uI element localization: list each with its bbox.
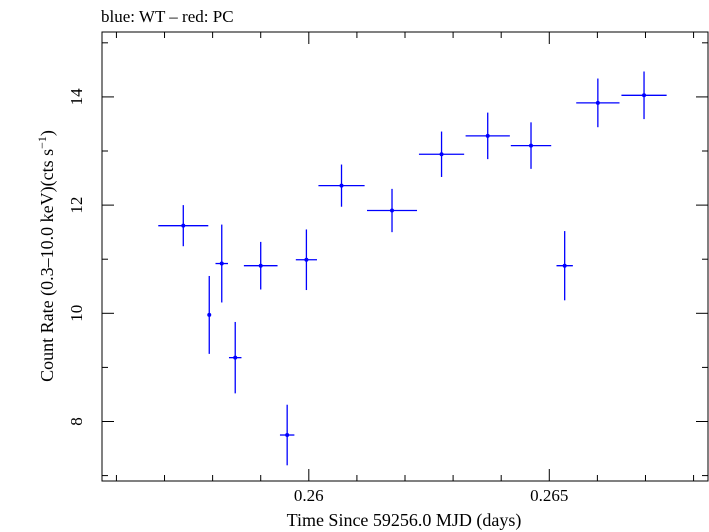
data-marker: [181, 223, 186, 228]
data-point-0-3: [228, 321, 242, 394]
data-marker: [233, 355, 238, 360]
x-axis-label: Time Since 59256.0 MJD (days): [287, 510, 522, 531]
data-point-0-13: [576, 78, 620, 128]
data-marker: [219, 261, 224, 266]
data-point-0-9: [418, 131, 465, 177]
data-point-0-7: [318, 164, 365, 207]
data-marker: [439, 152, 444, 157]
data-point-0-11: [510, 122, 552, 169]
data-point-0-4: [243, 241, 278, 290]
y-axis-label-close: ): [37, 130, 58, 136]
data-marker: [595, 100, 600, 105]
data-marker: [339, 183, 344, 188]
y-axis-label: Count Rate (0.3–10.0 keV)(cts s−1): [35, 130, 58, 382]
data-point-0-2: [215, 224, 229, 303]
data-points: [158, 71, 667, 466]
chart-title: blue: WT – red: PC: [101, 7, 234, 26]
data-point-0-1: [207, 275, 212, 354]
axis-ticks: [102, 32, 708, 481]
data-marker: [390, 208, 395, 213]
data-marker: [304, 257, 309, 262]
data-point-0-14: [621, 71, 667, 120]
data-point-0-8: [367, 188, 418, 233]
data-marker: [642, 93, 647, 98]
y-tick-label-1: 10: [67, 305, 86, 322]
plot-frame: [101, 31, 709, 482]
axis-tick-labels: 0.26 0.265 8 10 12 14: [67, 88, 568, 505]
x-tick-label-1: 0.265: [530, 486, 568, 505]
data-marker: [258, 263, 263, 268]
data-point-0-10: [465, 112, 510, 160]
y-axis-label-superscript: −1: [35, 136, 49, 149]
data-point-0-5: [279, 404, 295, 466]
y-tick-label-0: 8: [67, 417, 86, 426]
data-marker: [207, 312, 212, 317]
data-marker: [285, 433, 290, 438]
data-marker: [562, 263, 567, 268]
data-marker: [485, 133, 490, 138]
x-tick-label-0: 0.26: [294, 486, 324, 505]
data-point-0-6: [295, 229, 317, 291]
y-tick-label-3: 14: [67, 88, 86, 106]
y-tick-label-2: 12: [67, 197, 86, 214]
data-marker: [529, 143, 534, 148]
data-point-0-0: [158, 205, 209, 247]
y-axis-label-main: Count Rate (0.3–10.0 keV)(cts s: [37, 149, 58, 382]
data-point-0-12: [556, 231, 573, 301]
